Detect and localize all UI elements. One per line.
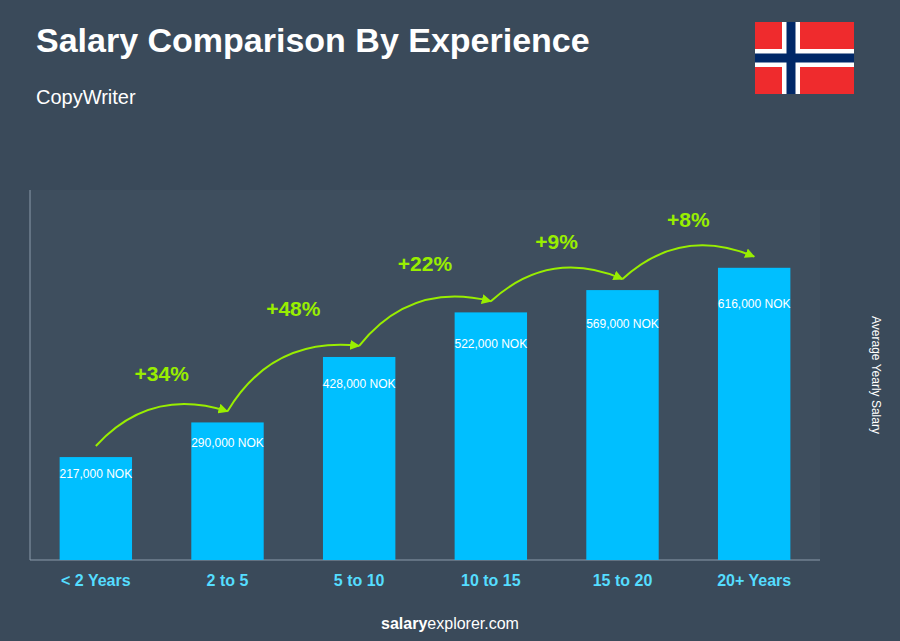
change-arrow — [228, 345, 360, 412]
flag — [755, 22, 854, 94]
footer-bold: salary — [381, 615, 427, 632]
change-arrow — [623, 245, 755, 279]
plot-area — [30, 190, 820, 560]
data-label: 428,000 NOK — [323, 377, 396, 391]
y-axis-label: Average Yearly Salary — [869, 316, 883, 434]
footer: salaryexplorer.com — [381, 615, 519, 632]
data-label: 522,000 NOK — [454, 337, 527, 351]
background — [0, 0, 900, 641]
chart-svg: Salary Comparison By Experience CopyWrite… — [0, 0, 900, 641]
change-arrow — [359, 297, 491, 346]
category-label: 10 to 15 — [461, 572, 521, 589]
category-label: < 2 Years — [61, 572, 131, 589]
footer-regular: explorer.com — [427, 615, 519, 632]
bars — [60, 268, 791, 560]
data-label: 616,000 NOK — [718, 297, 791, 311]
bar — [323, 357, 395, 560]
bar — [60, 457, 132, 560]
category-label: 20+ Years — [717, 572, 791, 589]
category-axis — [30, 560, 820, 561]
category-label: 15 to 20 — [593, 572, 653, 589]
title: Salary Comparison By Experience — [36, 21, 590, 59]
bar — [586, 290, 658, 560]
subtitle: CopyWriter — [36, 86, 136, 108]
flag-field — [755, 22, 854, 94]
change-label: +8% — [667, 208, 710, 231]
bar — [455, 312, 527, 560]
change-arrow — [491, 268, 623, 302]
bar — [191, 422, 263, 560]
change-arrow — [96, 404, 228, 446]
flag-cross — [755, 54, 854, 63]
change-label: +22% — [398, 252, 453, 275]
data-label: 569,000 NOK — [586, 317, 659, 331]
category-label: 5 to 10 — [334, 572, 385, 589]
chart-container: Salary Comparison By Experience CopyWrite… — [0, 0, 900, 641]
change-label: +9% — [535, 230, 578, 253]
data-label: 290,000 NOK — [191, 436, 264, 450]
bar — [718, 268, 790, 560]
data-label: 217,000 NOK — [59, 467, 132, 481]
change-label: +34% — [135, 362, 190, 385]
category-label: 2 to 5 — [207, 572, 249, 589]
flag-cross — [755, 49, 854, 67]
change-label: +48% — [266, 297, 321, 320]
value-axis — [30, 190, 31, 560]
